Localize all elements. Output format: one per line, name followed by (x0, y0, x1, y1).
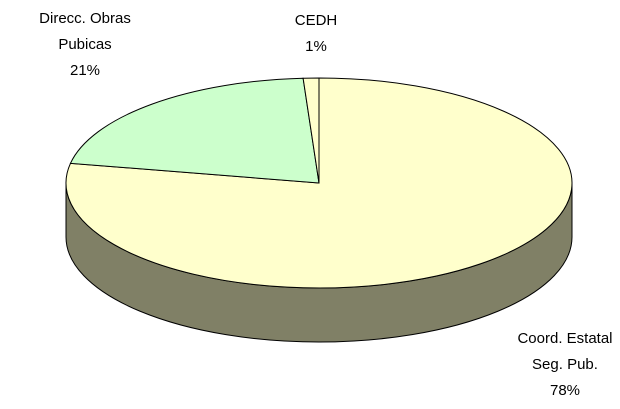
slice-label: Direcc. Obras Pubicas 21% (30, 6, 140, 84)
percent-label: 1% (305, 38, 327, 55)
percent-label: 78% (549, 382, 581, 399)
percent-label: 21% (69, 62, 101, 79)
slice-label: CEDH 1% (261, 8, 371, 60)
slice-label: Coord. Estatal Seg. Pub. 78% (510, 326, 620, 404)
slice (69, 77, 320, 184)
category-label: Coord. Estatal Seg. Pub. (517, 330, 613, 373)
slice (302, 77, 320, 184)
category-label: CEDH (294, 12, 338, 29)
category-label: Direcc. Obras Pubicas (39, 10, 131, 53)
